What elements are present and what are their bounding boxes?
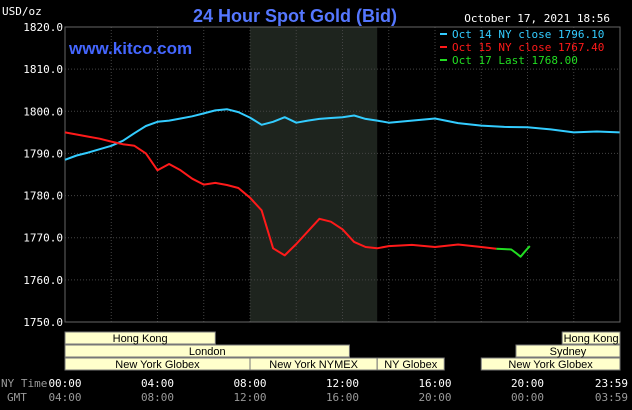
session-bar <box>480 357 621 371</box>
y-tick-label: 1800.0 <box>23 105 63 118</box>
series-line-1 <box>64 108 620 161</box>
session-label: London <box>189 346 226 358</box>
session-label: New York Globex <box>115 359 200 371</box>
series-line-3 <box>496 245 531 258</box>
y-tick-label: 1770.0 <box>23 232 63 245</box>
legend-entry: Oct 17 Last 1768.00 <box>452 54 578 67</box>
session-label: Hong Kong <box>564 333 619 345</box>
x-axis-label-ny: NY Time <box>1 377 47 390</box>
x-axis-ticks: 00:00 04:00 08:00 12:00 16:00 20:00 23:5904:00… <box>48 377 628 404</box>
x-tick-label-gmt: 00:00 <box>511 391 544 404</box>
legend-entry: Oct 14 NY close 1796.10 <box>452 28 604 41</box>
x-tick-label-ny: 04:00 <box>141 377 174 390</box>
y-tick-label: 1760.0 <box>23 274 63 287</box>
session-bar <box>376 357 445 371</box>
x-tick-label-ny: 12:00 <box>326 377 359 390</box>
chart-timestamp: October 17, 2021 18:56 <box>464 12 610 25</box>
legend-entry: Oct 15 NY close 1767.40 <box>452 41 604 54</box>
y-tick-label: 1780.0 <box>23 190 63 203</box>
session-label: New York Globex <box>508 359 593 371</box>
session-bar <box>64 344 350 358</box>
x-tick-label-gmt: 12:00 <box>233 391 266 404</box>
y-tick-label: 1790.0 <box>23 147 63 160</box>
y-tick-label: 1820.0 <box>23 21 63 34</box>
plot-frame <box>64 26 621 323</box>
series-layer <box>64 108 620 258</box>
x-tick-label-ny: 20:00 <box>511 377 544 390</box>
x-tick-label-ny: 16:00 <box>418 377 451 390</box>
session-bar <box>515 344 621 358</box>
x-tick-label-gmt: 20:00 <box>418 391 451 404</box>
x-tick-label-gmt: 16:00 <box>326 391 359 404</box>
x-tick-label-ny: 23:59 <box>595 377 628 390</box>
y-axis-ticks: 1820.0 1810.0 1800.0 1790.0 1780.0 1770.0 1760… <box>23 21 63 329</box>
session-label: Sydney <box>550 346 587 358</box>
session-bar <box>64 331 216 345</box>
y-tick-label: 1750.0 <box>23 316 63 329</box>
x-tick-label-gmt: 08:00 <box>141 391 174 404</box>
session-label: NY Globex <box>384 359 437 371</box>
nymex-session-highlight <box>250 27 378 322</box>
chart-title: 24 Hour Spot Gold (Bid) <box>193 6 397 26</box>
x-tick-label-ny: 00:00 <box>48 377 81 390</box>
y-axis-label: USD/oz <box>2 5 42 18</box>
x-tick-label-gmt: 04:00 <box>48 391 81 404</box>
series-line-2 <box>64 131 497 257</box>
site-url: www.kitco.com <box>68 39 192 58</box>
session-label: Hong Kong <box>113 333 168 345</box>
session-bar <box>561 331 621 345</box>
x-tick-label-gmt: 03:59 <box>595 391 628 404</box>
session-label: New York NYMEX <box>269 359 358 371</box>
y-tick-label: 1810.0 <box>23 63 63 76</box>
x-axis-label-gmt: GMT <box>7 391 27 404</box>
x-tick-label-ny: 08:00 <box>233 377 266 390</box>
